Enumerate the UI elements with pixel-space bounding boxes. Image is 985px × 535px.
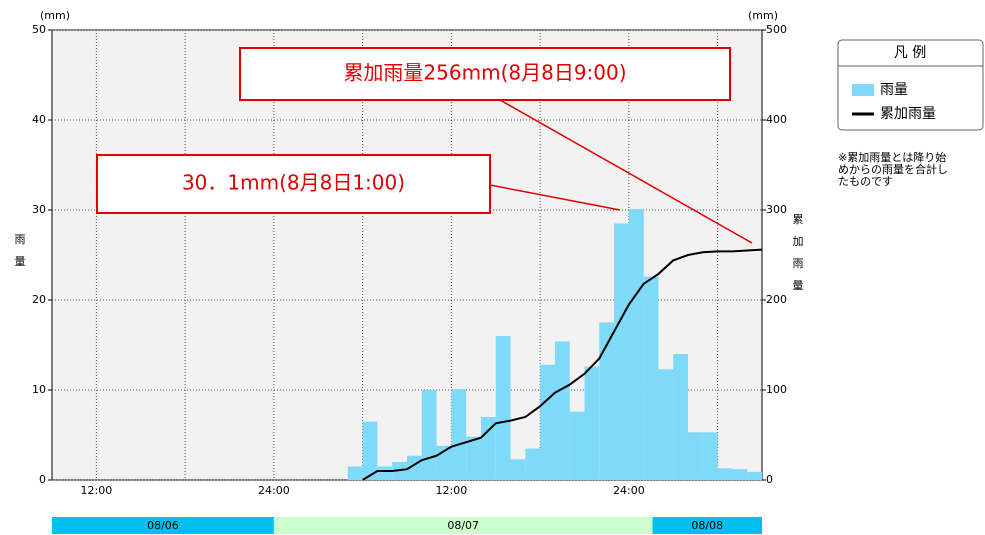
date-band [52, 517, 274, 534]
bar [510, 459, 526, 480]
y-unit: (mm) [40, 9, 70, 22]
bar [540, 364, 555, 480]
note: めからの雨量を合計し [838, 162, 948, 176]
annotation-line [499, 99, 753, 244]
bar [717, 468, 733, 480]
bar [362, 421, 378, 480]
x-tick-label: 12:00 [436, 484, 468, 497]
y2-tick-label: 400 [766, 113, 787, 126]
annotation-box [96, 154, 491, 214]
y2-unit: (mm) [748, 9, 778, 22]
date-band [273, 517, 653, 534]
bar [347, 466, 363, 480]
note: ※累加雨量とは降り始 [838, 150, 946, 164]
y2-label: 量 [793, 279, 804, 292]
x-tick-label: 24:00 [258, 484, 290, 497]
date-label: 08/08 [691, 519, 723, 532]
y2-tick-label: 200 [766, 293, 787, 306]
annotation-box [239, 47, 731, 101]
bar [554, 341, 570, 480]
bar [525, 448, 541, 480]
y-tick-label: 10 [32, 383, 46, 396]
y-tick-label: 20 [32, 293, 46, 306]
date-label: 08/07 [447, 519, 479, 532]
cumulative-line [362, 248, 763, 481]
bar [643, 276, 659, 480]
bar [421, 390, 437, 480]
note: たものです [838, 175, 893, 188]
legend-box [837, 39, 984, 131]
y2-tick-label: 100 [766, 383, 787, 396]
annotation: 累加雨量256mm(8月8日9:00) [343, 61, 626, 85]
bar [747, 471, 762, 480]
bar [614, 223, 629, 480]
bar [628, 209, 644, 480]
date-band [652, 517, 762, 534]
bar [732, 469, 748, 480]
y-tick-label: 0 [39, 473, 46, 486]
y2-tick-label: 300 [766, 203, 787, 216]
y-tick-label: 50 [32, 23, 46, 36]
bar [688, 432, 703, 480]
legend-label: 累加雨量 [880, 106, 936, 122]
y2-label: 累 [793, 213, 804, 226]
bar [702, 432, 718, 480]
y-label: 雨 [15, 233, 26, 246]
y-tick-label: 30 [32, 203, 46, 216]
annotation-line [489, 184, 621, 211]
date-label: 08/06 [147, 519, 179, 532]
annotation: 30．1mm(8月8日1:00) [182, 171, 405, 195]
bar [658, 369, 674, 480]
y2-label: 加 [793, 235, 804, 248]
bar [599, 322, 615, 480]
bar [451, 389, 467, 480]
y2-tick-label: 0 [766, 473, 773, 486]
y-tick-label: 40 [32, 113, 46, 126]
legend-title: 凡 例 [894, 45, 926, 61]
y2-tick-label: 500 [766, 23, 787, 36]
y-label: 量 [15, 255, 26, 268]
bar [673, 354, 689, 480]
bar [569, 411, 585, 480]
y2-label: 雨 [793, 257, 804, 270]
legend-label: 雨量 [880, 82, 908, 98]
x-tick-label: 12:00 [81, 484, 113, 497]
bar [495, 336, 511, 480]
bar [377, 466, 393, 480]
bar [466, 436, 481, 480]
bar [584, 366, 600, 480]
x-tick-label: 24:00 [613, 484, 645, 497]
legend-swatch [852, 84, 874, 96]
